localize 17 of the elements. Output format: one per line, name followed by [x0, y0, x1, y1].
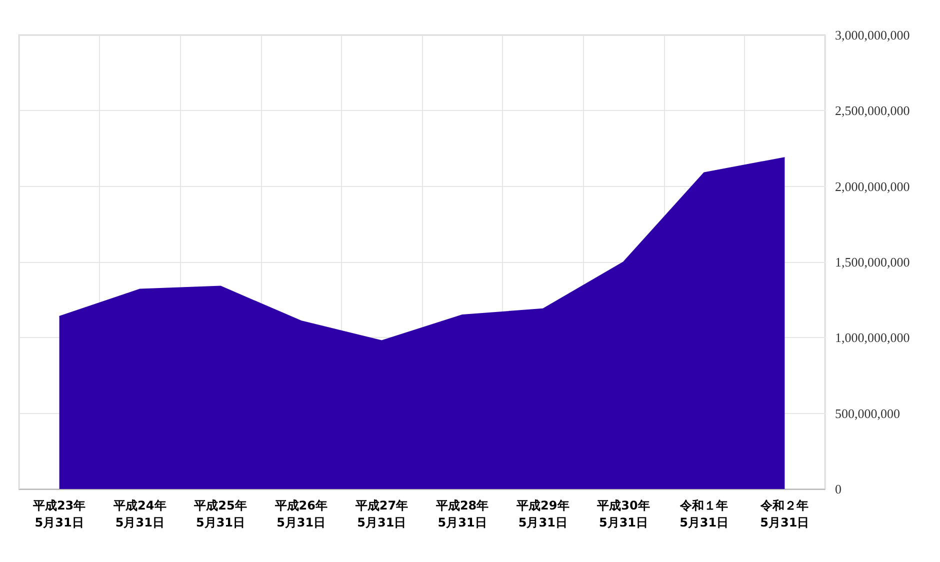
y-tick-label: 1,500,000,000: [835, 254, 910, 270]
x-tick-label: 令和１年 5月31日: [679, 498, 729, 530]
x-tick-label: 平成25年 5月31日: [193, 498, 247, 530]
x-tick-label: 平成30年 5月31日: [596, 498, 650, 530]
y-tick-label: 0: [835, 482, 842, 496]
y-tick-label: 500,000,000: [835, 406, 900, 421]
x-tick-label: 平成23年 5月31日: [32, 498, 86, 530]
x-tick-label: 平成29年 5月31日: [516, 498, 570, 530]
x-tick-label: 平成28年 5月31日: [434, 498, 489, 530]
x-tick-label: 令和２年 5月31日: [760, 498, 810, 530]
x-tick-label: 平成26年 5月31日: [274, 498, 328, 530]
y-tick-label: 2,500,000,000: [835, 103, 910, 118]
x-tick-label: 平成27年 5月31日: [354, 498, 408, 530]
x-tick-label: 平成24年 5月31日: [112, 498, 166, 530]
y-tick-label: 2,000,000,000: [835, 178, 910, 194]
y-tick-label: 3,000,000,000: [835, 28, 910, 42]
y-tick-label: 1,000,000,000: [835, 330, 910, 346]
